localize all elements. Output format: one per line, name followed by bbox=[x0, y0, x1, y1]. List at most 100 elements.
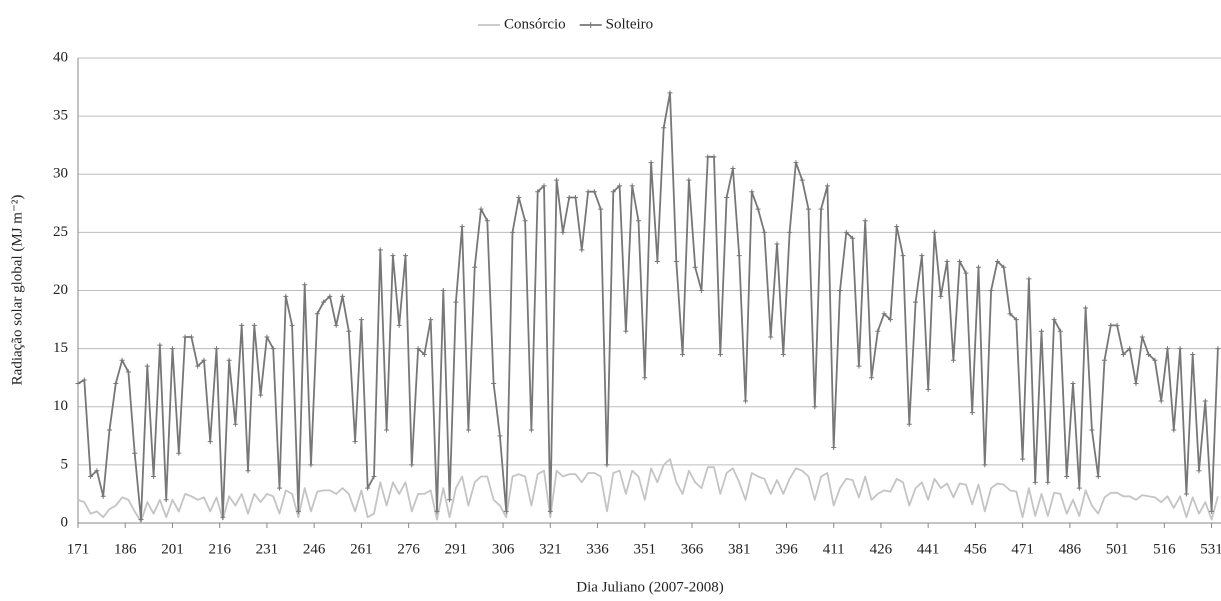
point-marker bbox=[1215, 346, 1221, 352]
y-tick-label: 40 bbox=[53, 49, 68, 65]
point-marker bbox=[258, 392, 264, 398]
point-marker bbox=[856, 363, 862, 369]
legend-marker bbox=[587, 22, 594, 28]
point-marker bbox=[692, 264, 698, 270]
y-tick-label: 30 bbox=[53, 166, 68, 182]
point-marker bbox=[447, 497, 453, 503]
x-tick-label: 261 bbox=[350, 541, 373, 557]
x-tick-label: 216 bbox=[208, 541, 231, 557]
point-marker bbox=[314, 311, 320, 317]
point-marker bbox=[289, 322, 295, 328]
point-marker bbox=[1202, 398, 1208, 404]
point-marker bbox=[894, 224, 900, 230]
point-marker bbox=[106, 427, 112, 433]
point-marker bbox=[938, 293, 944, 299]
point-marker bbox=[440, 288, 446, 293]
x-tick-label: 456 bbox=[964, 541, 987, 557]
point-marker bbox=[749, 189, 755, 195]
x-tick-label: 291 bbox=[445, 541, 468, 557]
point-marker bbox=[698, 288, 704, 293]
point-marker bbox=[875, 328, 881, 334]
series-line bbox=[77, 92, 1219, 521]
x-tick-label: 516 bbox=[1153, 541, 1176, 557]
point-marker bbox=[346, 328, 352, 334]
point-marker bbox=[743, 398, 749, 404]
point-marker bbox=[686, 177, 692, 183]
point-marker bbox=[421, 351, 427, 357]
point-marker bbox=[270, 346, 276, 352]
x-tick-label: 171 bbox=[67, 541, 90, 557]
point-marker bbox=[1064, 474, 1070, 479]
point-marker bbox=[963, 270, 969, 276]
point-marker bbox=[516, 195, 522, 200]
point-marker bbox=[774, 241, 780, 247]
point-marker bbox=[793, 160, 799, 166]
point-marker bbox=[862, 218, 868, 224]
point-marker bbox=[831, 444, 837, 450]
x-tick-label: 366 bbox=[681, 541, 704, 557]
point-marker bbox=[623, 328, 629, 334]
point-marker bbox=[610, 189, 616, 195]
point-marker bbox=[188, 334, 194, 340]
point-marker bbox=[705, 154, 711, 160]
point-marker bbox=[497, 433, 503, 439]
point-marker bbox=[295, 508, 301, 514]
point-marker bbox=[1108, 322, 1114, 328]
point-marker bbox=[484, 218, 490, 224]
point-marker bbox=[478, 206, 484, 212]
point-marker bbox=[806, 206, 812, 212]
point-marker bbox=[1139, 334, 1145, 340]
point-marker bbox=[837, 288, 843, 293]
y-tick-label: 0 bbox=[61, 514, 69, 530]
point-marker bbox=[239, 322, 245, 328]
point-marker bbox=[906, 421, 912, 427]
point-marker bbox=[654, 258, 660, 264]
y-axis-label: Radiação solar global (MJ m⁻²) bbox=[9, 195, 25, 386]
point-marker bbox=[1026, 276, 1032, 282]
point-marker bbox=[598, 206, 604, 212]
point-marker bbox=[957, 258, 963, 264]
point-marker bbox=[302, 282, 308, 288]
point-marker bbox=[333, 322, 339, 328]
point-marker bbox=[510, 229, 516, 235]
point-marker bbox=[976, 264, 982, 270]
point-marker bbox=[768, 334, 774, 340]
x-tick-label: 441 bbox=[917, 541, 940, 557]
point-marker bbox=[1045, 479, 1051, 485]
point-marker bbox=[327, 293, 333, 299]
point-marker bbox=[736, 253, 742, 259]
point-marker bbox=[169, 346, 175, 352]
x-tick-label: 276 bbox=[397, 541, 420, 557]
point-marker bbox=[1070, 381, 1076, 386]
point-marker bbox=[251, 322, 257, 328]
point-marker bbox=[176, 450, 182, 456]
point-marker bbox=[635, 218, 641, 224]
point-marker bbox=[1095, 474, 1101, 479]
point-marker bbox=[503, 508, 509, 514]
point-marker bbox=[812, 404, 818, 410]
x-axis-label: Dia Juliano (2007-2008) bbox=[576, 579, 723, 595]
point-marker bbox=[151, 474, 157, 479]
point-marker bbox=[673, 258, 679, 264]
point-marker bbox=[642, 375, 648, 381]
point-marker bbox=[100, 493, 106, 499]
point-marker bbox=[113, 381, 119, 386]
point-marker bbox=[491, 381, 497, 386]
x-tick-label: 336 bbox=[586, 541, 609, 557]
point-marker bbox=[1146, 351, 1152, 357]
point-marker bbox=[339, 293, 345, 299]
point-marker bbox=[969, 410, 975, 416]
point-marker bbox=[1177, 346, 1183, 352]
x-tick-label: 351 bbox=[634, 541, 657, 557]
x-tick-label: 531 bbox=[1200, 541, 1221, 557]
point-marker bbox=[1032, 479, 1038, 485]
point-marker bbox=[1171, 427, 1177, 433]
point-marker bbox=[667, 90, 673, 96]
x-tick-label: 396 bbox=[775, 541, 798, 557]
point-marker bbox=[680, 351, 686, 357]
point-marker bbox=[591, 189, 597, 195]
point-marker bbox=[1001, 264, 1007, 270]
point-marker bbox=[988, 288, 994, 293]
point-marker bbox=[1102, 357, 1107, 363]
